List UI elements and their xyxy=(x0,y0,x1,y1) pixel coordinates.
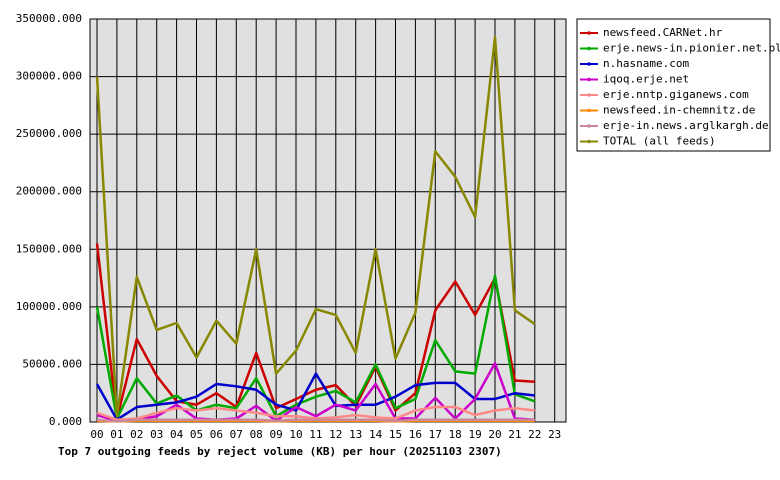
x-tick-label: 03 xyxy=(150,428,163,441)
legend-label: iqoq.erje.net xyxy=(603,73,689,86)
x-tick-label: 19 xyxy=(468,428,481,441)
x-tick-label: 02 xyxy=(130,428,143,441)
legend-marker xyxy=(587,108,591,113)
y-tick-label: 100000.000 xyxy=(16,300,82,313)
x-tick-label: 16 xyxy=(409,428,422,441)
legend-label: erje-in.news.arglkargh.de xyxy=(603,119,769,132)
y-tick-label: 50000.000 xyxy=(22,357,82,370)
chart-title: Top 7 outgoing feeds by reject volume (K… xyxy=(58,445,502,458)
legend-marker xyxy=(587,93,591,97)
legend-marker xyxy=(587,139,591,144)
x-tick-label: 22 xyxy=(528,428,541,441)
x-tick-label: 08 xyxy=(250,428,263,441)
legend-label: newsfeed.in-chemnitz.de xyxy=(603,104,755,117)
legend-marker xyxy=(587,62,591,66)
y-tick-label: 250000.000 xyxy=(16,127,82,140)
y-tick-label: 350000.000 xyxy=(16,12,82,25)
y-tick-label: 150000.000 xyxy=(16,242,82,255)
x-tick-label: 00 xyxy=(90,428,103,441)
x-tick-label: 05 xyxy=(190,428,203,441)
x-tick-label: 10 xyxy=(289,428,302,441)
y-tick-label: 300000.000 xyxy=(16,70,82,83)
x-tick-label: 06 xyxy=(210,428,223,441)
x-tick-label: 13 xyxy=(349,428,362,441)
x-tick-label: 07 xyxy=(230,428,243,441)
x-tick-label: 21 xyxy=(508,428,521,441)
legend-label: TOTAL (all feeds) xyxy=(603,135,716,148)
x-tick-label: 20 xyxy=(488,428,501,441)
y-tick-label: 0.000 xyxy=(49,415,82,428)
legend-label: erje.news-in.pionier.net.pl xyxy=(603,42,780,55)
x-tick-label: 23 xyxy=(548,428,561,441)
series-line xyxy=(96,418,535,423)
series-line xyxy=(95,274,536,420)
x-tick-label: 14 xyxy=(369,428,383,441)
legend-marker xyxy=(587,124,591,128)
x-tick-label: 17 xyxy=(429,428,442,441)
legend-marker xyxy=(587,46,591,51)
plot-area xyxy=(90,19,566,422)
legend-label: n.hasname.com xyxy=(603,57,689,70)
series-line xyxy=(95,372,535,421)
x-tick-label: 04 xyxy=(170,428,184,441)
x-tick-label: 01 xyxy=(110,428,123,441)
legend-marker xyxy=(587,77,591,82)
x-tick-label: 09 xyxy=(269,428,282,441)
x-tick-label: 15 xyxy=(389,428,402,441)
legend-box xyxy=(576,18,771,152)
x-tick-label: 18 xyxy=(449,428,462,441)
series-line xyxy=(95,243,535,420)
x-tick-label: 11 xyxy=(309,428,322,441)
legend-label: newsfeed.CARNet.hr xyxy=(603,26,723,39)
legend-marker xyxy=(587,31,591,35)
x-tick-label: 12 xyxy=(329,428,342,441)
y-tick-label: 200000.000 xyxy=(16,185,82,198)
legend-label: erje.nntp.giganews.com xyxy=(603,88,749,101)
series-line xyxy=(95,36,536,418)
